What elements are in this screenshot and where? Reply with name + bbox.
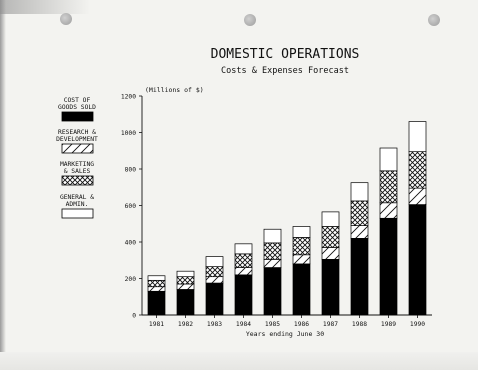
bar-segment bbox=[205, 256, 224, 267]
y-axis-label: (Millions of $) bbox=[145, 86, 204, 94]
y-tick-label: 800 bbox=[125, 166, 137, 173]
bar-segment bbox=[234, 253, 253, 268]
legend-swatch-rd bbox=[61, 143, 94, 154]
punch-hole-center bbox=[244, 14, 256, 26]
legend-label-rd-2: DEVELOPMENT bbox=[56, 136, 98, 143]
corner-shadow bbox=[0, 0, 90, 14]
x-tick-label: 1984 bbox=[236, 321, 251, 328]
bar-segment bbox=[263, 267, 282, 316]
bar-segment bbox=[147, 279, 166, 288]
bar-segment bbox=[292, 263, 311, 316]
x-tick-label: 1983 bbox=[207, 321, 222, 328]
bar-segment bbox=[321, 258, 340, 316]
legend-swatch-ga bbox=[61, 208, 94, 219]
bar-segment bbox=[205, 282, 224, 316]
bar-segment bbox=[263, 242, 282, 260]
bar-segment bbox=[379, 217, 398, 316]
bar-segment bbox=[350, 238, 369, 316]
bar-segment bbox=[176, 289, 195, 316]
bar-segment bbox=[350, 182, 369, 202]
chart-subtitle: Costs & Expenses Forecast bbox=[221, 66, 349, 76]
bar-segment bbox=[292, 226, 311, 238]
legend-label-ga-2: ADMIN. bbox=[66, 201, 89, 208]
legend-label-ga-1: GENERAL & bbox=[60, 194, 94, 201]
binding-shadow bbox=[0, 0, 6, 370]
bar-segment bbox=[147, 290, 166, 316]
y-tick-label: 400 bbox=[125, 239, 137, 246]
y-tick-label: 200 bbox=[125, 276, 137, 283]
legend-label-cogs-2: GOODS SOLD bbox=[58, 104, 96, 111]
bar-segment bbox=[263, 258, 282, 268]
legend-label-mkt-1: MARKETING bbox=[60, 161, 94, 168]
bar-segment bbox=[408, 187, 427, 205]
bar-segment bbox=[292, 237, 311, 256]
chart-title: DOMESTIC OPERATIONS bbox=[211, 47, 360, 62]
x-tick-label: 1989 bbox=[381, 321, 396, 328]
bar-segment bbox=[205, 276, 224, 284]
bar-segment bbox=[234, 274, 253, 316]
bar-segment bbox=[350, 225, 369, 239]
x-tick-label: 1985 bbox=[265, 321, 280, 328]
bar-segment bbox=[234, 267, 253, 276]
punch-hole-left bbox=[60, 13, 72, 25]
bar-segment bbox=[350, 200, 369, 226]
bar-segment bbox=[147, 286, 166, 292]
bar-segment bbox=[379, 170, 398, 204]
legend-label-mkt-2: & SALES bbox=[64, 168, 91, 175]
y-tick-label: 1000 bbox=[121, 130, 136, 137]
x-axis-label: Years ending June 30 bbox=[246, 330, 324, 338]
bar-segment bbox=[176, 276, 195, 285]
bar-segment bbox=[321, 211, 340, 227]
x-tick-label: 1987 bbox=[323, 321, 338, 328]
legend-label-rd-1: RESEARCH & bbox=[58, 129, 96, 136]
bottom-edge bbox=[0, 352, 478, 370]
punch-hole-right bbox=[428, 14, 440, 26]
y-tick-label: 1200 bbox=[121, 93, 136, 100]
bar-segment bbox=[292, 254, 311, 265]
bar-segment bbox=[408, 204, 427, 316]
legend-swatch-cogs bbox=[61, 111, 94, 122]
y-tick-label: 600 bbox=[125, 203, 137, 210]
x-tick-label: 1986 bbox=[294, 321, 309, 328]
bar-segment bbox=[379, 147, 398, 172]
bar-segment bbox=[263, 228, 282, 244]
x-tick-label: 1981 bbox=[149, 321, 164, 328]
bar-segment bbox=[176, 270, 195, 278]
x-tick-label: 1982 bbox=[178, 321, 193, 328]
bar-segment bbox=[205, 266, 224, 278]
bar-segment bbox=[147, 275, 166, 281]
legend-swatch-mkt bbox=[61, 175, 94, 186]
bar-segment bbox=[234, 243, 253, 255]
bar-segment bbox=[176, 283, 195, 290]
bar-segment bbox=[379, 202, 398, 219]
bars-group bbox=[147, 121, 427, 316]
y-tick-label: 0 bbox=[132, 312, 136, 319]
legend-label-cogs-1: COST OF bbox=[64, 97, 91, 104]
bar-segment bbox=[408, 151, 427, 189]
x-tick-label: 1988 bbox=[352, 321, 367, 328]
bar-segment bbox=[321, 247, 340, 260]
bar-segment bbox=[408, 121, 427, 153]
x-tick-label: 1990 bbox=[410, 321, 425, 328]
bar-segment bbox=[321, 226, 340, 248]
